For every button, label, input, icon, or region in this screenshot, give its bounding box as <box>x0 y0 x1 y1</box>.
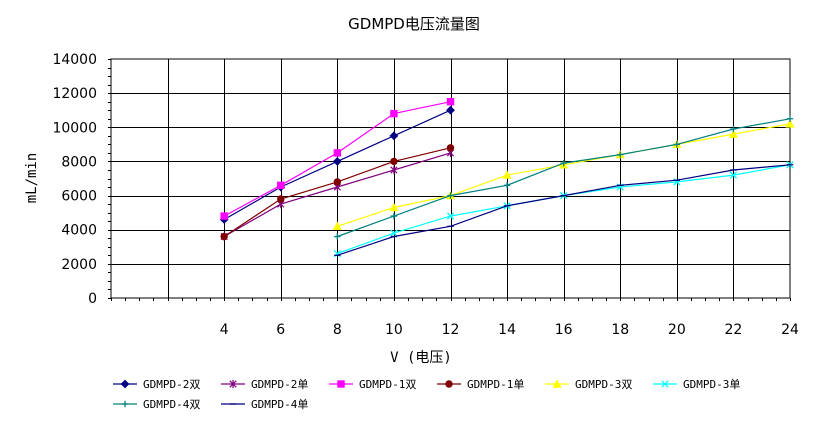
x-tick-label: 4 <box>220 322 229 338</box>
legend-marker <box>120 379 130 389</box>
x-tick-label: 24 <box>781 322 799 338</box>
x-axis-label: V (电压) <box>390 350 452 366</box>
data-point <box>728 129 738 138</box>
data-point <box>390 229 398 237</box>
data-point <box>390 109 398 118</box>
x-tick-label: 22 <box>725 322 743 338</box>
data-point <box>277 195 285 203</box>
x-tick-label: 12 <box>442 322 460 338</box>
series-3 <box>220 97 455 220</box>
series-4 <box>220 144 455 241</box>
y-tick-label: 14000 <box>52 52 97 68</box>
y-tick-label: 0 <box>88 291 97 307</box>
x-tick-label: 6 <box>276 322 285 338</box>
x-tick-label: 20 <box>668 322 686 338</box>
data-point <box>673 141 681 148</box>
series-8 <box>334 164 794 256</box>
legend-marker <box>121 400 129 408</box>
y-tick-label: 10000 <box>52 120 97 136</box>
legend-marker <box>661 380 669 388</box>
legend-marker <box>337 380 345 388</box>
data-point <box>220 232 228 241</box>
y-tick-label: 12000 <box>52 86 97 102</box>
data-point <box>333 178 342 186</box>
data-point <box>277 181 285 190</box>
legend-item: GDMPD-1单 <box>437 378 524 391</box>
data-point <box>333 149 342 157</box>
data-point <box>390 212 398 220</box>
series-7 <box>334 115 794 240</box>
data-point <box>730 125 737 133</box>
series-layer <box>219 97 795 258</box>
legend-item: GDMPD-4双 <box>113 398 200 411</box>
data-point <box>729 171 738 179</box>
data-point <box>220 212 228 220</box>
legend-item: GDMPD-1双 <box>329 378 416 391</box>
data-point <box>389 131 399 141</box>
y-axis-ticks: 0 2000 4000 6000 8000 10000 12000 14000 <box>52 52 97 307</box>
legend-label: GDMPD-2单 <box>251 378 308 391</box>
y-tick-label: 8000 <box>61 154 97 170</box>
legend-label: GDMPD-4双 <box>143 398 200 411</box>
legend-label: GDMPD-1单 <box>467 378 524 391</box>
legend-label: GDMPD-3单 <box>683 378 740 391</box>
x-tick-label: 8 <box>333 322 342 338</box>
data-point <box>390 157 398 166</box>
legend-item: GDMPD-4单 <box>221 398 308 411</box>
legend-marker <box>552 379 562 388</box>
data-point <box>390 165 398 175</box>
legend-label: GDMPD-4单 <box>251 398 308 411</box>
y-tick-label: 4000 <box>61 223 97 239</box>
legend-label: GDMPD-1双 <box>359 378 416 391</box>
legend-item: GDMPD-2单 <box>221 378 308 391</box>
legend-label: GDMPD-2双 <box>143 378 200 391</box>
legend-item: GDMPD-3双 <box>545 378 632 391</box>
chart-title: GDMPD电压流量图 <box>348 15 480 33</box>
x-axis-ticks: 4 6 8 10 12 14 16 18 20 22 24 <box>220 322 799 338</box>
data-point <box>560 159 567 167</box>
data-point <box>617 151 624 158</box>
chart-legend: GDMPD-2双 GDMPD-2单 GDMPD-1双 GDMPD-1单 GDMPD-3双… <box>113 378 740 411</box>
data-point <box>332 157 342 166</box>
data-point <box>785 119 795 128</box>
data-point <box>786 115 794 122</box>
legend-marker <box>445 380 453 388</box>
data-point <box>389 202 399 212</box>
legend-marker <box>229 379 237 389</box>
data-point <box>446 97 455 106</box>
data-point <box>332 221 342 230</box>
x-tick-label: 16 <box>555 322 573 338</box>
legend-item: GDMPD-3单 <box>653 378 740 391</box>
data-point <box>446 212 455 220</box>
data-point <box>503 182 511 189</box>
y-axis-label: mL/min <box>24 153 40 204</box>
x-tick-label: 14 <box>498 322 516 338</box>
data-point <box>334 233 341 240</box>
data-point <box>446 105 455 115</box>
y-tick-label: 6000 <box>61 189 97 205</box>
x-tick-label: 18 <box>611 322 629 338</box>
data-point <box>502 170 512 179</box>
data-point <box>446 144 455 152</box>
legend-label: GDMPD-3双 <box>575 378 632 391</box>
legend-item: GDMPD-2双 <box>113 378 200 391</box>
y-tick-label: 2000 <box>61 257 97 273</box>
data-point <box>447 192 454 199</box>
x-tick-label: 10 <box>385 322 403 338</box>
